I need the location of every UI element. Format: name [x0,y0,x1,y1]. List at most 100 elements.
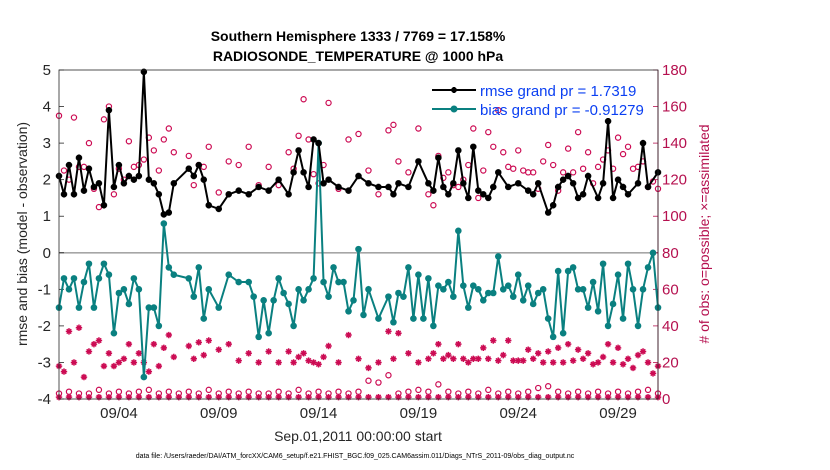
rmse-point [315,139,322,147]
obs-assimilated-marker [634,351,642,359]
bias-point [360,311,367,319]
bias-point [445,278,452,286]
obs-possible-marker [480,167,487,174]
y-tick-label-right: 140 [662,135,687,152]
obs-assimilated-marker [554,393,562,401]
rmse-point [465,194,472,202]
obs-possible-marker [110,191,118,198]
rmse-point [584,172,592,180]
rmse-point [405,183,412,191]
rmse-point [644,183,652,191]
y-tick-label-right: 20 [662,354,679,371]
bias-point [619,315,627,322]
rmse-point [440,183,447,191]
rmse-point [535,180,542,187]
obs-possible-marker [485,128,492,136]
obs-possible-marker [285,149,292,156]
obs-assimilated-marker [649,370,657,377]
x-tick-label: 09/14 [300,405,338,422]
bias-point [390,318,397,326]
obs-possible-marker [205,386,212,394]
obs-assimilated-marker [245,393,252,401]
obs-assimilated-marker [639,348,647,355]
obs-possible-marker [170,149,178,156]
obs-assimilated-marker [515,357,522,364]
obs-assimilated-marker [125,340,133,348]
obs-assimilated-marker [315,393,322,401]
y-tick-label-left: 5 [43,62,51,79]
obs-assimilated-marker [115,393,123,401]
obs-assimilated-marker [125,393,133,401]
bias-point [479,297,487,304]
obs-assimilated-marker [604,340,612,348]
obs-possible-marker [365,377,372,384]
rmse-point [505,183,512,191]
obs-assimilated-marker [544,393,552,401]
rmse-point [155,191,163,198]
obs-assimilated-marker [100,362,108,370]
obs-assimilated-marker [275,359,282,366]
obs-assimilated-marker [604,393,612,401]
bias-point [549,333,557,341]
bias-point [255,333,262,341]
rmse-point [115,161,123,169]
obs-assimilated-marker [465,359,472,366]
bias-point [415,271,422,279]
obs-assimilated-marker [65,393,73,401]
obs-assimilated-marker [200,351,207,359]
rmse-point [235,187,242,194]
rmse-point [515,180,522,187]
obs-assimilated-marker [195,393,202,401]
obs-assimilated-marker [385,393,392,401]
bias-point [534,289,542,297]
rmse-point [634,180,642,187]
y-tick-label-right: 180 [662,62,687,79]
bias-point [250,293,257,300]
rmse-point [579,191,587,198]
obs-assimilated-marker [564,340,572,348]
obs-assimilated-marker [365,364,372,372]
bias-point [584,304,592,311]
obs-assimilated-marker [415,359,422,366]
obs-assimilated-marker [335,393,342,401]
bias-point [260,297,267,304]
rmse-point [120,180,128,187]
obs-assimilated-marker [535,350,542,357]
obs-possible-marker [539,158,547,165]
bias-point [300,297,307,304]
rmse-point [544,209,552,216]
y-tick-label-right: 160 [662,99,687,116]
rmse-point [130,176,138,183]
obs-possible-marker [644,386,652,394]
obs-assimilated-marker [594,359,602,366]
rmse-point [165,209,173,216]
bias-point [335,278,342,286]
bias-point [539,286,547,293]
obs-possible-marker [245,143,252,150]
obs-assimilated-marker [195,339,202,346]
obs-possible-marker [70,114,78,121]
obs-assimilated-marker [460,355,467,362]
obs-assimilated-marker [165,393,173,401]
x-tick-label: 09/24 [499,405,537,422]
bias-point [195,264,203,271]
obs-assimilated-marker [95,393,103,401]
rmse-point [215,205,222,213]
obs-possible-marker [375,191,382,198]
bias-point [554,267,562,275]
rmse-point [530,191,537,198]
rmse-point [385,183,392,191]
bias-series [55,139,662,381]
rmse-point [430,187,437,194]
bias-point [270,297,277,304]
obs-assimilated-marker [549,359,557,366]
obs-possible-marker [430,202,437,209]
legend-bias-label: bias grand pr = -0.91279 [480,102,644,119]
obs-assimilated-marker [105,350,113,357]
obs-assimilated-marker [205,337,212,344]
rmse-point [450,180,457,187]
bias-point [475,286,482,293]
obs-assimilated-marker [525,346,532,353]
obs-assimilated-marker [65,328,73,335]
bias-point [345,307,352,315]
